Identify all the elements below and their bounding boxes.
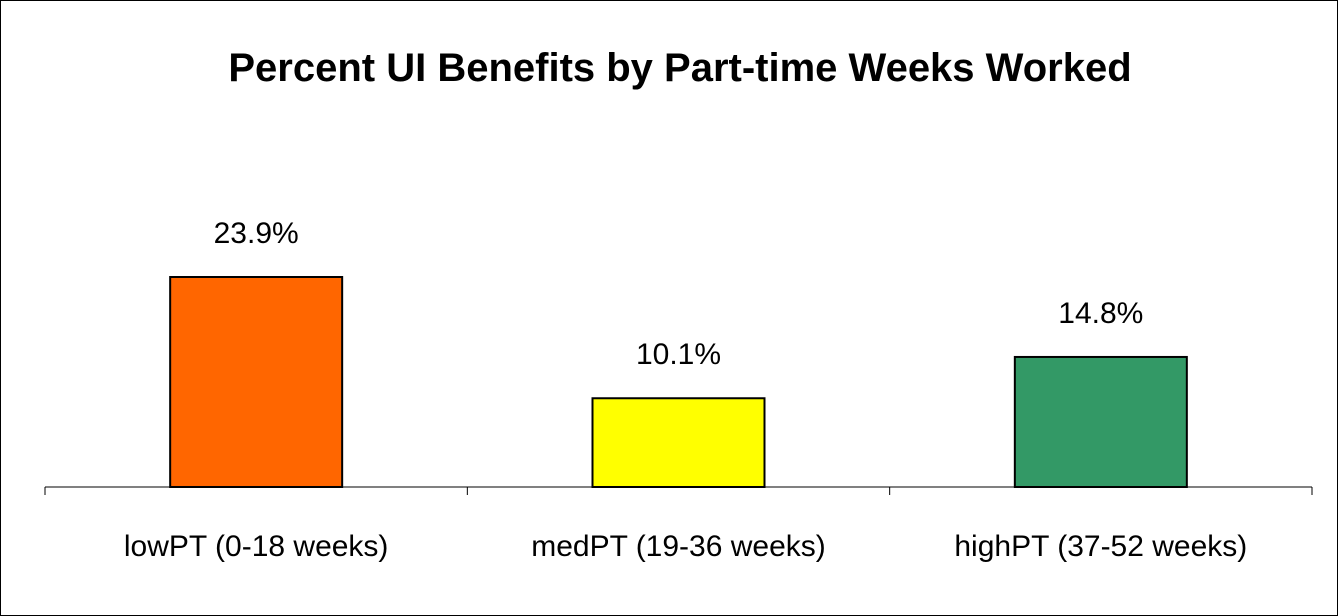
- value-label: 10.1%: [636, 338, 721, 371]
- value-label: 23.9%: [214, 217, 299, 250]
- x-tick-label: lowPT (0-18 weeks): [124, 530, 389, 563]
- bar: [1013, 355, 1188, 488]
- bar: [169, 276, 344, 488]
- x-tick-label: highPT (37-52 weeks): [954, 530, 1247, 563]
- bar: [591, 397, 766, 488]
- value-label: 14.8%: [1058, 297, 1143, 330]
- x-tick-label: medPT (19-36 weeks): [531, 530, 826, 563]
- chart-title: Percent UI Benefits by Part-time Weeks W…: [228, 46, 1132, 90]
